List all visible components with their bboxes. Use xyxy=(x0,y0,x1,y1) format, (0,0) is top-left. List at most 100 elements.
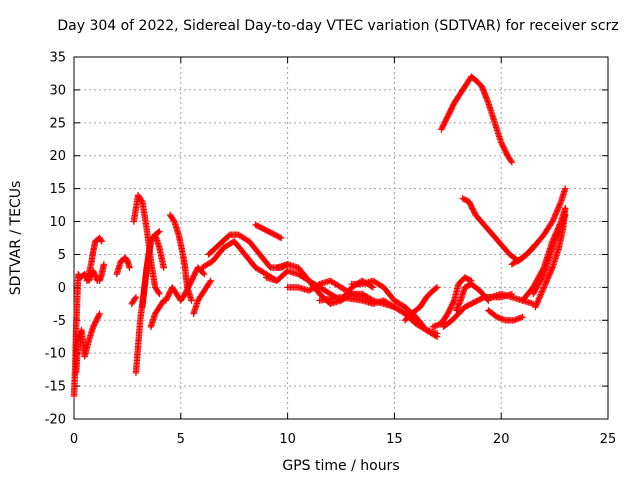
y-tick-label: 10 xyxy=(49,215,66,230)
data-point xyxy=(315,281,322,289)
data-point xyxy=(554,205,562,213)
series-arc-21 xyxy=(348,277,441,337)
data-point xyxy=(519,313,526,321)
data-point xyxy=(91,271,99,279)
y-tick-label: -10 xyxy=(45,347,66,362)
x-tick-label: 25 xyxy=(600,432,617,447)
y-tick-label: -5 xyxy=(53,314,66,329)
y-tick-label: -20 xyxy=(45,413,66,428)
data-point xyxy=(96,310,103,317)
series-arc-2 xyxy=(72,310,103,377)
data-point xyxy=(160,264,167,271)
data-point xyxy=(555,204,562,211)
data-point xyxy=(534,298,542,305)
data-point xyxy=(551,214,558,221)
x-tick-label: 0 xyxy=(70,432,78,447)
data-point xyxy=(538,288,546,295)
data-point xyxy=(200,269,207,277)
series-arc-19 xyxy=(284,277,398,311)
data-point xyxy=(532,303,539,311)
y-axis-label: SDTVAR / TECUs xyxy=(8,181,24,296)
data-point xyxy=(132,294,140,301)
data-point xyxy=(100,261,108,268)
series-arc-30 xyxy=(508,185,569,268)
x-tick-label: 15 xyxy=(386,432,403,447)
data-point xyxy=(550,215,557,222)
data-point xyxy=(562,185,569,192)
data-point xyxy=(537,292,544,300)
data-points xyxy=(70,73,569,400)
data-point xyxy=(541,282,548,290)
data-point xyxy=(544,275,551,283)
series-arc-9 xyxy=(139,231,167,311)
data-point xyxy=(539,286,546,294)
data-point xyxy=(537,291,545,298)
data-point xyxy=(557,200,564,207)
series-arc-15 xyxy=(205,231,291,271)
series-arc-12 xyxy=(166,211,195,304)
series-arc-3 xyxy=(83,234,105,284)
data-point xyxy=(554,207,561,214)
data-point xyxy=(432,284,440,292)
data-point xyxy=(95,311,103,319)
data-point xyxy=(546,271,553,278)
data-point xyxy=(453,305,461,313)
data-point xyxy=(155,289,162,296)
data-point xyxy=(547,268,554,276)
data-point xyxy=(456,298,464,306)
series-arc-4 xyxy=(96,261,108,284)
y-tick-label: 20 xyxy=(49,149,66,164)
data-point xyxy=(551,212,559,220)
data-point xyxy=(544,274,552,281)
data-point xyxy=(126,264,133,271)
data-point xyxy=(534,299,541,307)
data-point xyxy=(347,289,354,297)
data-point xyxy=(535,296,542,304)
data-point xyxy=(507,157,515,165)
y-tick-label: 35 xyxy=(49,51,66,66)
data-point xyxy=(433,330,441,337)
data-point xyxy=(138,197,145,204)
data-point xyxy=(97,236,105,244)
data-point xyxy=(543,277,551,284)
data-point xyxy=(454,302,462,310)
data-point xyxy=(552,209,560,217)
data-point xyxy=(535,295,543,302)
y-tick-label: 5 xyxy=(58,248,66,263)
series-arc-14 xyxy=(198,238,281,284)
data-point xyxy=(455,301,462,308)
data-point xyxy=(553,208,560,215)
series-arc-22 xyxy=(401,284,441,324)
y-tick-label: 0 xyxy=(58,281,66,296)
data-point xyxy=(543,278,550,285)
series-arc-10 xyxy=(147,297,167,331)
data-point xyxy=(546,270,554,277)
data-point xyxy=(456,300,463,307)
data-point xyxy=(556,201,563,208)
data-point xyxy=(277,234,285,242)
data-point xyxy=(453,307,460,314)
data-point xyxy=(540,285,547,292)
series-arc-6 xyxy=(128,294,140,308)
data-point xyxy=(91,270,98,277)
series-arc-26 xyxy=(485,307,526,324)
x-axis-label: GPS time / hours xyxy=(282,458,399,474)
data-point xyxy=(541,281,549,288)
data-point xyxy=(170,217,177,224)
data-point xyxy=(536,294,543,301)
y-tick-label: -15 xyxy=(45,380,66,395)
data-point xyxy=(156,228,163,235)
data-point xyxy=(201,271,208,278)
series-arc-25 xyxy=(453,280,492,314)
data-point xyxy=(533,301,540,308)
data-point xyxy=(532,302,540,309)
data-point xyxy=(549,218,556,225)
data-point xyxy=(548,265,556,273)
series-arc-33 xyxy=(532,205,569,311)
data-point xyxy=(454,304,461,311)
y-tick-label: 30 xyxy=(49,83,66,98)
chart-title: Day 304 of 2022, Sidereal Day-to-day VTE… xyxy=(57,18,618,34)
data-point xyxy=(276,234,284,241)
y-tick-label: 15 xyxy=(49,182,66,197)
